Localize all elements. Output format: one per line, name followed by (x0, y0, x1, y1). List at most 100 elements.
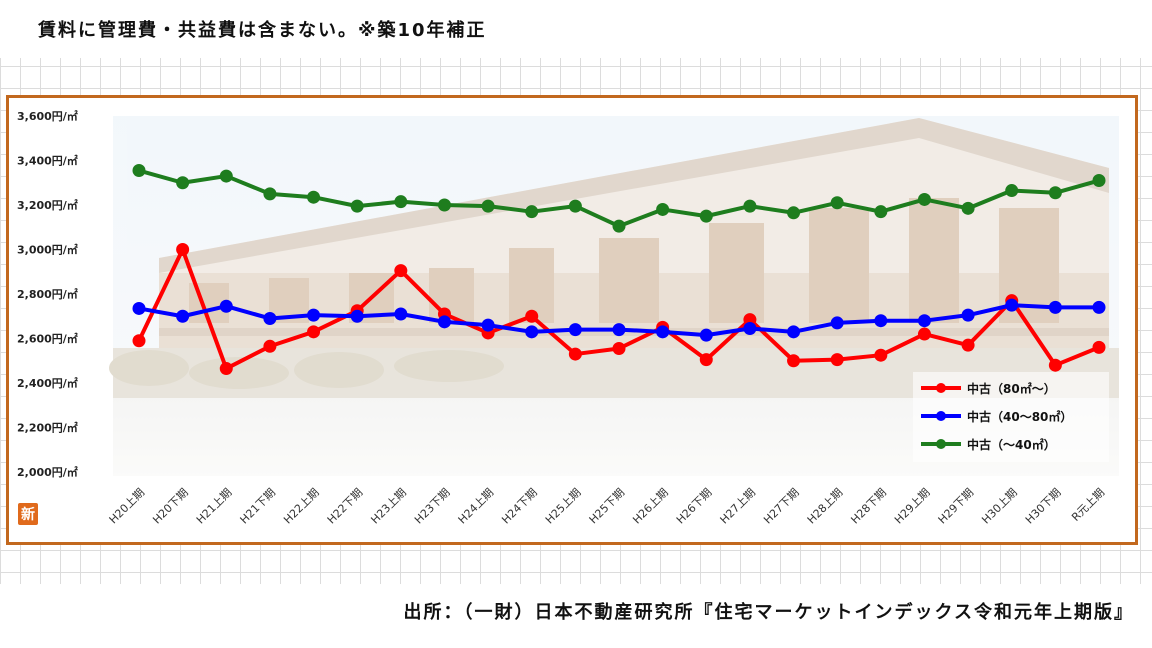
data-point (699, 209, 713, 223)
data-point (437, 315, 451, 329)
data-point (132, 334, 146, 348)
x-tick-label: H25下期 (587, 486, 628, 527)
x-tick-label: H22上期 (281, 486, 322, 527)
data-point (699, 353, 713, 367)
y-tick-label: 3,200円/㎡ (17, 198, 78, 212)
x-tick-label: H24上期 (456, 486, 497, 527)
data-point (1005, 184, 1019, 198)
x-tick-label: H29下期 (936, 486, 977, 527)
data-point (874, 348, 888, 362)
data-point (219, 299, 233, 313)
data-point (263, 311, 277, 325)
data-point (437, 198, 451, 212)
data-point (481, 199, 495, 213)
chart-note: 賃料に管理費・共益費は含まない。※築10年補正 (38, 20, 487, 41)
data-point (307, 308, 321, 322)
data-point (263, 187, 277, 201)
x-tick-label: H29上期 (892, 486, 933, 527)
data-point (1092, 300, 1106, 314)
data-point (743, 199, 757, 213)
data-point (307, 325, 321, 339)
source-credit: 出所：（一財）日本不動産研究所『住宅マーケットインデックス令和元年上期版』 (403, 602, 1134, 623)
y-tick-label: 2,200円/㎡ (17, 421, 78, 435)
data-point (219, 362, 233, 376)
data-point (307, 190, 321, 204)
data-point (568, 199, 582, 213)
data-point (1048, 300, 1062, 314)
data-point (1092, 340, 1106, 354)
data-point (830, 353, 844, 367)
data-point (132, 164, 146, 178)
data-point (568, 323, 582, 337)
x-tick-label: H26上期 (630, 486, 671, 527)
y-tick-label: 2,000円/㎡ (17, 465, 78, 479)
x-tick-label: H26下期 (674, 486, 715, 527)
data-point (961, 308, 975, 322)
data-point (612, 219, 626, 233)
data-point (961, 201, 975, 215)
chart-frame: 2,000円/㎡ 2,200円/㎡ 2,400円/㎡ 2,600円/㎡ 2,800円/㎡… (6, 95, 1138, 545)
x-tick-label: H24下期 (499, 486, 540, 527)
y-tick-label: 2,400円/㎡ (17, 376, 78, 390)
x-tick-label: H30下期 (1023, 486, 1064, 527)
data-point (525, 205, 539, 219)
data-point (743, 321, 757, 335)
x-tick-label: H28下期 (848, 486, 889, 527)
data-point (612, 342, 626, 356)
data-point (917, 327, 931, 341)
data-point (394, 307, 408, 321)
data-point (132, 301, 146, 315)
legend-marker (936, 439, 946, 449)
bottom-band (0, 584, 1152, 648)
x-tick-label: H21上期 (194, 486, 235, 527)
x-tick-label: H20下期 (150, 486, 191, 527)
y-tick-label: 2,600円/㎡ (17, 332, 78, 346)
data-point (874, 205, 888, 219)
data-point (176, 176, 190, 190)
data-point (350, 309, 364, 323)
x-tick-label: H30上期 (979, 486, 1020, 527)
legend-label: 中古（80㎡～） (967, 381, 1056, 396)
legend-label: 中古（～40㎡） (967, 437, 1056, 452)
data-point (612, 323, 626, 337)
x-tick-label: H22下期 (325, 486, 366, 527)
x-tick-label: H28上期 (805, 486, 846, 527)
x-tick-label: R元上期 (1069, 486, 1107, 524)
line-chart: 2,000円/㎡ 2,200円/㎡ 2,400円/㎡ 2,600円/㎡ 2,800円/㎡… (17, 109, 1119, 527)
data-point (787, 325, 801, 339)
y-tick-label: 3,400円/㎡ (17, 154, 78, 168)
legend-marker (936, 411, 946, 421)
top-band (0, 0, 1152, 58)
data-point (219, 169, 233, 183)
data-point (1048, 358, 1062, 372)
data-point (656, 202, 670, 216)
x-tick-label: H23下期 (412, 486, 453, 527)
x-tick-label: H27下期 (761, 486, 802, 527)
data-point (787, 354, 801, 368)
x-tick-label: H21下期 (238, 486, 279, 527)
data-point (350, 199, 364, 213)
data-point (656, 325, 670, 339)
data-point (394, 264, 408, 278)
legend-label: 中古（40～80㎡） (967, 409, 1072, 424)
data-point (1092, 174, 1106, 188)
data-point (525, 309, 539, 323)
data-point (176, 309, 190, 323)
data-point (874, 314, 888, 328)
data-point (743, 313, 757, 327)
y-tick-label: 2,800円/㎡ (17, 287, 78, 301)
legend-marker (936, 383, 946, 393)
data-point (787, 206, 801, 220)
new-badge-icon: 新 (18, 503, 38, 525)
y-tick-label: 3,600円/㎡ (17, 109, 78, 123)
data-point (481, 318, 495, 332)
data-point (961, 338, 975, 352)
data-point (525, 325, 539, 339)
data-point (917, 314, 931, 328)
data-point (394, 195, 408, 209)
data-point (699, 328, 713, 342)
data-point (830, 316, 844, 330)
data-point (568, 347, 582, 361)
data-point (830, 196, 844, 210)
data-point (1048, 186, 1062, 200)
